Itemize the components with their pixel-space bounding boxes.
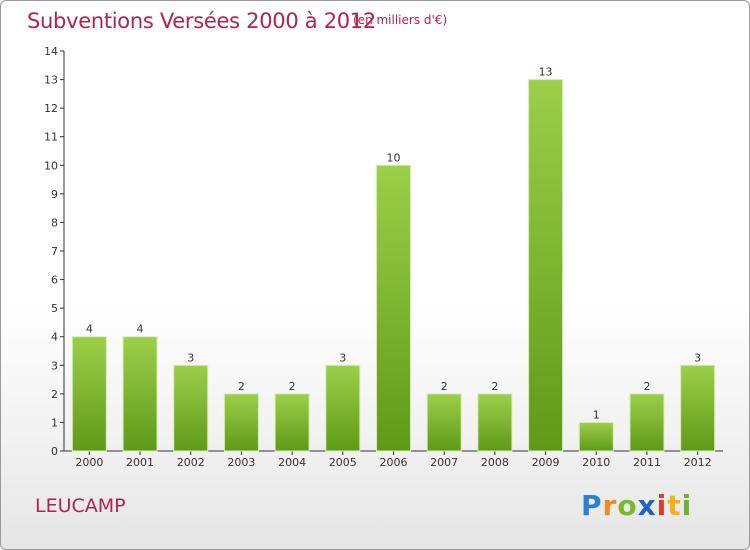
proxiti-logo[interactable]: Proxiti (581, 489, 693, 522)
x-tick-label-2007: 2007 (430, 456, 458, 469)
bar-2008[interactable] (477, 393, 513, 452)
x-tick-label-2012: 2012 (684, 456, 712, 469)
data-label-2007: 2 (441, 380, 448, 393)
chart-subtitle: (en milliers d'€) (353, 13, 448, 27)
x-tick-label-2004: 2004 (278, 456, 306, 469)
x-tick-label-2002: 2002 (177, 456, 205, 469)
bar-2001[interactable] (122, 336, 158, 452)
data-label-2010: 1 (593, 408, 600, 421)
bar-2009[interactable] (528, 79, 564, 452)
y-tick-label: 12 (44, 102, 58, 115)
y-tick-label: 6 (51, 274, 58, 287)
data-label-2009: 13 (539, 66, 553, 79)
y-tick-label: 8 (51, 216, 58, 229)
data-label-2001: 4 (137, 323, 144, 336)
y-tick-label: 2 (51, 388, 58, 401)
y-tick-label: 1 (51, 416, 58, 429)
x-tick-label-2005: 2005 (329, 456, 357, 469)
x-tick-label-2006: 2006 (380, 456, 408, 469)
y-tick-label: 7 (51, 245, 58, 258)
x-tick-label-2009: 2009 (532, 456, 560, 469)
x-tick-label-2008: 2008 (481, 456, 509, 469)
bar-2007[interactable] (426, 393, 462, 452)
data-label-2004: 2 (289, 380, 296, 393)
y-tick-label: 3 (51, 359, 58, 372)
bar-2000[interactable] (71, 336, 107, 452)
data-label-2011: 2 (643, 380, 650, 393)
y-tick-label: 14 (44, 45, 58, 58)
bar-2011[interactable] (629, 393, 665, 452)
x-tick-label-2003: 2003 (227, 456, 255, 469)
bar-2004[interactable] (274, 393, 310, 452)
data-label-2006: 10 (387, 151, 401, 164)
x-tick-label-2010: 2010 (582, 456, 610, 469)
town-name: LEUCAMP (35, 495, 126, 517)
y-tick-label: 13 (44, 74, 58, 87)
data-label-2003: 2 (238, 380, 245, 393)
x-tick-label-2000: 2000 (75, 456, 103, 469)
y-tick-label: 0 (51, 445, 58, 458)
bar-2010[interactable] (578, 421, 614, 452)
y-tick-label: 10 (44, 159, 58, 172)
x-tick-label-2001: 2001 (126, 456, 154, 469)
x-tick-label-2011: 2011 (633, 456, 661, 469)
chart-title: Subventions Versées 2000 à 2012 (27, 9, 376, 33)
y-tick-label: 4 (51, 331, 58, 344)
bar-2002[interactable] (173, 364, 209, 452)
y-tick-label: 9 (51, 188, 58, 201)
y-tick-label: 5 (51, 302, 58, 315)
data-label-2012: 3 (694, 351, 701, 364)
data-label-2005: 3 (339, 351, 346, 364)
bar-2005[interactable] (325, 364, 361, 452)
bar-2003[interactable] (223, 393, 259, 452)
bar-2006[interactable] (376, 164, 411, 452)
data-label-2000: 4 (86, 323, 93, 336)
data-label-2002: 3 (187, 351, 194, 364)
data-label-2008: 2 (491, 380, 498, 393)
y-tick-label: 11 (44, 131, 58, 144)
bar-2012[interactable] (680, 364, 716, 452)
